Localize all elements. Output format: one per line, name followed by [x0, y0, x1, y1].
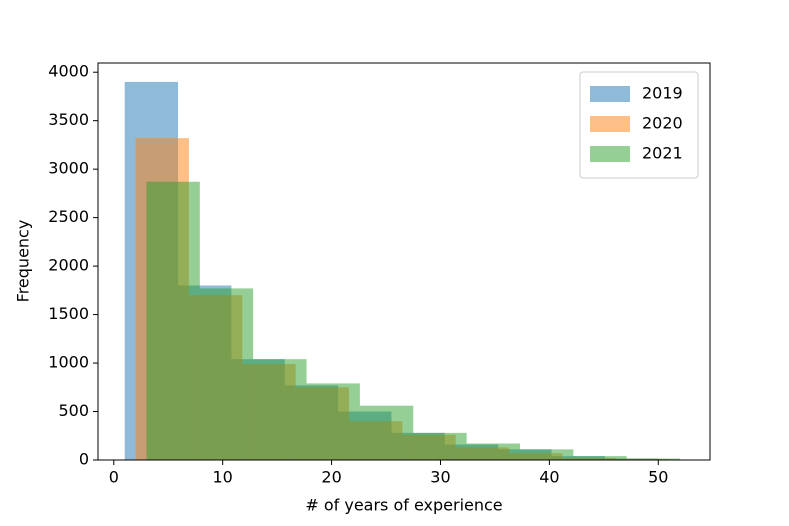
x-tick-label: 10 — [213, 468, 233, 487]
plot-frame — [97, 62, 711, 461]
bar — [306, 383, 360, 460]
x-tick-label: 0 — [109, 468, 119, 487]
bar — [466, 443, 520, 460]
x-axis-label: # of years of experience — [305, 496, 502, 515]
legend-swatch — [590, 116, 630, 132]
x-tick-label: 30 — [430, 468, 450, 487]
legend-swatch — [590, 86, 630, 102]
y-tick-label: 500 — [58, 401, 89, 420]
bar — [359, 405, 414, 460]
bar — [253, 359, 307, 460]
y-tick-label: 2000 — [48, 256, 89, 275]
legend-label: 2019 — [642, 84, 683, 103]
y-tick-label: 3000 — [48, 159, 89, 178]
legend-swatch — [590, 146, 630, 162]
bar — [626, 458, 681, 460]
legend-label: 2021 — [642, 144, 683, 163]
y-tick-label: 1500 — [48, 304, 89, 323]
y-tick-label: 2500 — [48, 207, 89, 226]
bar — [199, 288, 254, 460]
bar — [573, 456, 627, 460]
y-tick-label: 3500 — [48, 110, 89, 129]
x-tick-label: 50 — [648, 468, 668, 487]
y-tick-label: 0 — [79, 450, 89, 469]
bar — [413, 432, 467, 460]
bar — [519, 449, 574, 460]
y-tick-label: 4000 — [48, 62, 89, 81]
x-tick-label: 20 — [321, 468, 341, 487]
bar — [146, 181, 200, 460]
y-axis-label: Frequency — [14, 220, 33, 303]
x-tick-label: 40 — [539, 468, 559, 487]
legend-label: 2020 — [642, 114, 683, 133]
y-tick-label: 1000 — [48, 353, 89, 372]
